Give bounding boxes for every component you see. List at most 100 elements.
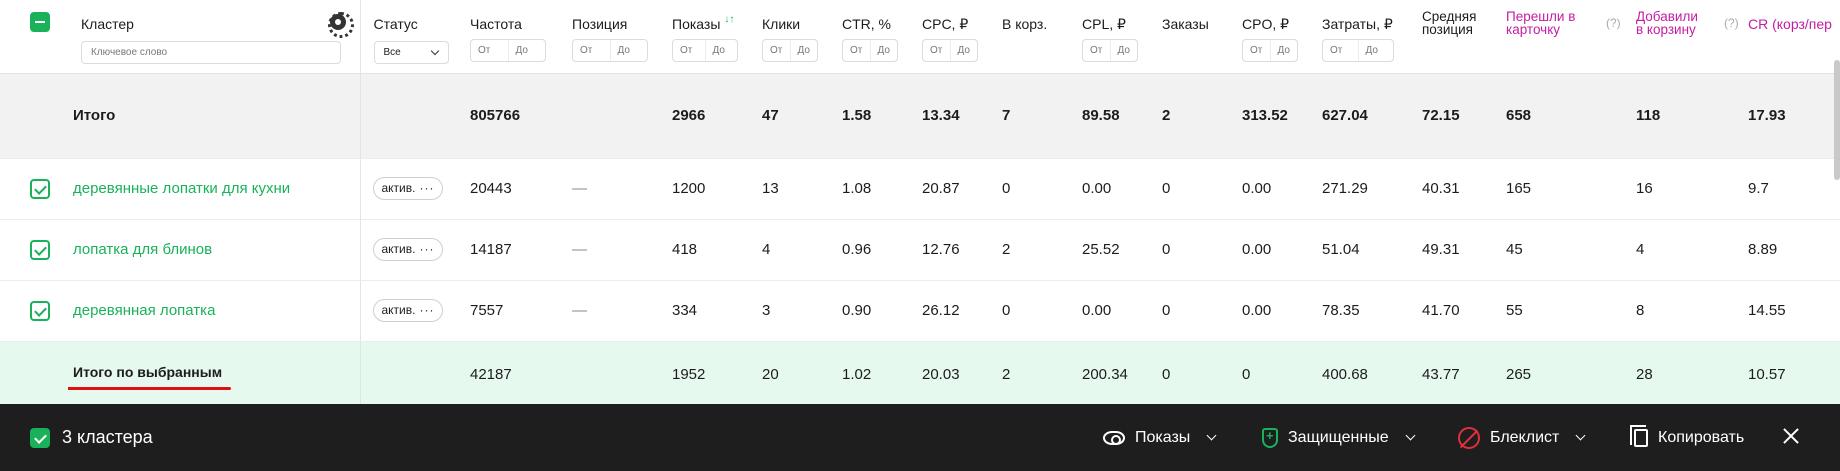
table-cell xyxy=(560,73,660,159)
status-pill[interactable]: актив. ··· xyxy=(372,177,444,200)
keyword-cell: деревянные лопатки для кухни xyxy=(68,158,361,220)
keyword-link[interactable]: деревянные лопатки для кухни xyxy=(73,180,291,197)
table-cell: 2966 xyxy=(660,73,750,159)
status-pill-label: актив. xyxy=(381,181,416,195)
table-cell: 8.89 xyxy=(1740,219,1840,281)
table-cell: 0 xyxy=(990,280,1070,342)
range-from[interactable]: От xyxy=(770,45,783,56)
table-cell: 13 xyxy=(750,158,830,220)
shows-title[interactable]: Показы ↓↑ xyxy=(672,14,750,34)
table-cell: 7 xyxy=(990,73,1070,159)
table-cell: 40.31 xyxy=(1410,158,1490,220)
vertical-scrollbar[interactable] xyxy=(1834,60,1840,180)
freq-title: Частота xyxy=(470,16,522,32)
more-icon: ··· xyxy=(419,303,435,317)
range-from[interactable]: От xyxy=(850,45,863,56)
red-underline xyxy=(68,387,231,390)
clicks-title: Клики xyxy=(762,16,801,32)
table-row[interactable]: деревянная лопатка актив. ··· 7557 — 334 … xyxy=(0,280,1840,342)
row-checkbox[interactable] xyxy=(30,239,50,260)
status-select[interactable]: Все xyxy=(373,41,449,64)
close-icon[interactable] xyxy=(1782,428,1800,446)
to-card-header: Перешли в карточку (?) xyxy=(1490,0,1620,74)
cpl-range[interactable]: От До xyxy=(1082,39,1138,62)
range-from[interactable]: От xyxy=(1250,45,1263,56)
range-from[interactable]: От xyxy=(478,45,491,56)
status-cell: актив. ··· xyxy=(360,219,460,281)
range-to[interactable]: До xyxy=(869,40,898,61)
table-cell: 0.00 xyxy=(1070,158,1150,220)
selection-indicator[interactable]: 3 кластера xyxy=(30,404,153,471)
position-range[interactable]: От До xyxy=(572,39,648,62)
cpl-title: CPL, ₽ xyxy=(1082,16,1126,32)
range-to[interactable]: До xyxy=(1269,40,1298,61)
chevron-down-icon xyxy=(430,46,439,56)
range-to[interactable]: До xyxy=(609,40,648,61)
table-row[interactable]: деревянные лопатки для кухни актив. ··· 2… xyxy=(0,158,1840,220)
status-pill-label: актив. xyxy=(381,242,416,256)
range-to[interactable]: До xyxy=(949,40,978,61)
blacklist-dropdown[interactable]: Блеклист xyxy=(1458,404,1586,471)
select-all-cell xyxy=(0,0,68,74)
row-checkbox[interactable] xyxy=(30,178,50,199)
table-cell: 72.15 xyxy=(1410,73,1490,159)
spend-header: Затраты, ₽ От До xyxy=(1310,0,1410,74)
cpo-title: CPO, ₽ xyxy=(1242,16,1290,32)
cpo-range[interactable]: От До xyxy=(1242,39,1298,62)
table-cell: 418 xyxy=(660,219,750,281)
status-pill[interactable]: актив. ··· xyxy=(372,299,444,322)
table-row[interactable]: лопатка для блинов актив. ··· 14187 — 418… xyxy=(0,219,1840,281)
range-to[interactable]: До xyxy=(1109,40,1138,61)
eye-icon xyxy=(1103,430,1125,445)
freq-range[interactable]: От До xyxy=(470,39,546,62)
table-cell: 3 xyxy=(750,280,830,342)
clicks-range[interactable]: От До xyxy=(762,39,818,62)
bulk-action-bar: 3 кластера Показы Защищенные Блеклист Ко… xyxy=(0,404,1840,471)
table-cell: 8 xyxy=(1620,280,1740,342)
table-cell: 2 xyxy=(990,219,1070,281)
blacklist-label: Блеклист xyxy=(1490,428,1560,446)
help-icon[interactable]: (?) xyxy=(1724,16,1739,30)
table-cell: 0.00 xyxy=(1230,158,1310,220)
range-from[interactable]: От xyxy=(580,45,593,56)
spend-range[interactable]: От До xyxy=(1322,39,1394,62)
range-to[interactable]: До xyxy=(507,40,546,61)
status-title: Статус xyxy=(373,16,418,32)
range-from[interactable]: От xyxy=(930,45,943,56)
range-to[interactable]: До xyxy=(704,40,738,61)
range-to[interactable]: До xyxy=(1357,40,1394,61)
table-cell: — xyxy=(560,158,660,220)
copy-button[interactable]: Копировать xyxy=(1630,404,1744,471)
keyword-input[interactable]: Ключевое слово xyxy=(81,41,341,64)
cart-header: В корз. xyxy=(990,0,1070,74)
range-from[interactable]: От xyxy=(1090,45,1103,56)
range-to[interactable]: До xyxy=(789,40,818,61)
table-cell: 1.58 xyxy=(830,73,910,159)
table-cell: 0.96 xyxy=(830,219,910,281)
range-from[interactable]: От xyxy=(680,45,693,56)
status-pill-label: актив. xyxy=(381,303,416,317)
table-cell: 0 xyxy=(1150,280,1230,342)
sort-icon[interactable]: ↓↑ xyxy=(724,14,735,25)
spend-title: Затраты, ₽ xyxy=(1322,16,1393,32)
keyword-link[interactable]: деревянная лопатка xyxy=(73,302,216,319)
keyword-cell: деревянная лопатка xyxy=(68,280,361,342)
shows-range[interactable]: От До xyxy=(672,39,738,62)
select-all-checkbox[interactable] xyxy=(30,12,50,32)
selection-checkbox[interactable] xyxy=(30,427,50,448)
row-checkbox[interactable] xyxy=(30,300,50,321)
table-cell: 334 xyxy=(660,280,750,342)
shows-dropdown[interactable]: Показы xyxy=(1103,404,1217,471)
keyword-link[interactable]: лопатка для блинов xyxy=(73,241,213,258)
gear-icon[interactable] xyxy=(327,12,354,38)
table-cell: 313.52 xyxy=(1230,73,1310,159)
status-pill[interactable]: актив. ··· xyxy=(372,238,444,261)
cpc-range[interactable]: От До xyxy=(922,39,978,62)
help-icon[interactable]: (?) xyxy=(1606,16,1620,30)
table-cell: 1952 xyxy=(660,341,750,404)
protected-dropdown[interactable]: Защищенные xyxy=(1262,404,1416,471)
table-cell: 2 xyxy=(1150,73,1230,159)
range-from[interactable]: От xyxy=(1330,45,1343,56)
ctr-range[interactable]: От До xyxy=(842,39,898,62)
cluster-header: Кластер Ключевое слово xyxy=(68,0,361,74)
